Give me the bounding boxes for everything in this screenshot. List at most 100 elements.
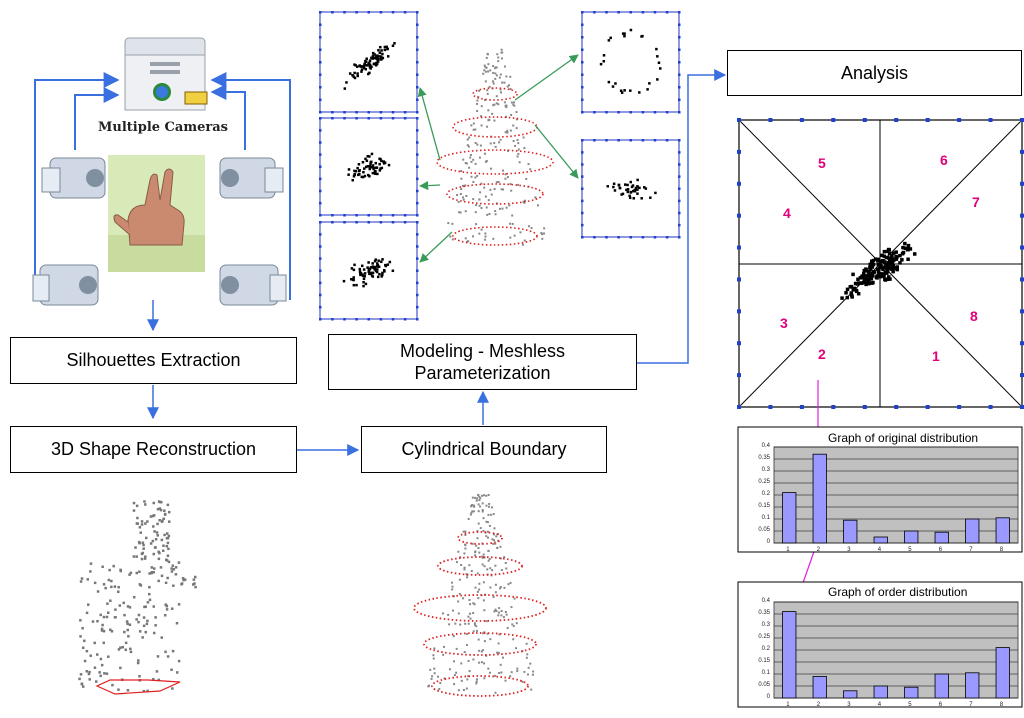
cloud-point — [152, 631, 156, 635]
cloud-point — [193, 582, 196, 585]
axis-tick-mark — [678, 111, 681, 114]
octant-point — [888, 277, 892, 281]
axis-tick-mark — [331, 214, 334, 217]
axis-tick-mark — [678, 73, 681, 76]
cloud-point — [152, 605, 156, 608]
cloud-point — [485, 520, 488, 523]
octant-point — [882, 249, 887, 254]
axis-tick-mark — [894, 118, 899, 122]
cloud-point — [505, 613, 508, 616]
bar-mark — [843, 519, 858, 544]
cloud-point — [144, 503, 147, 506]
cloud-point — [91, 620, 95, 623]
cloud-point — [483, 609, 486, 612]
scatter-point — [630, 185, 634, 189]
octant-point — [903, 246, 908, 251]
cloud-point — [137, 613, 141, 617]
cloud-point — [103, 672, 106, 675]
cloud-point — [486, 632, 489, 635]
scatter-point — [354, 170, 358, 173]
scatter-point — [373, 170, 377, 173]
scatter-point — [363, 62, 366, 66]
scatter-point — [362, 280, 365, 284]
axis-tick-mark — [319, 305, 322, 309]
cloud-point — [128, 573, 131, 576]
cloud-point — [492, 82, 495, 85]
octant-point — [865, 280, 870, 284]
scatter-point — [370, 152, 374, 156]
cloud-point — [123, 613, 126, 617]
octant-point — [869, 259, 874, 264]
axis-tick-mark — [581, 199, 584, 203]
axis-tick-mark — [416, 73, 419, 76]
cloud-point — [521, 680, 524, 683]
scatter-point — [365, 57, 368, 61]
axis-tick-mark — [617, 11, 620, 14]
x-tick-label: 8 — [999, 702, 1004, 708]
cloud-point — [477, 510, 480, 513]
axis-tick-mark — [1020, 181, 1024, 186]
octant-point — [864, 282, 868, 287]
camera-icon-top-left — [41, 157, 106, 199]
cloud-point — [501, 51, 504, 54]
cloud-point — [114, 616, 117, 619]
cloud-point — [143, 557, 147, 560]
cloud-point — [80, 577, 84, 580]
x-tick-label: 2 — [816, 547, 821, 553]
cloud-point — [135, 555, 138, 558]
cloud-point — [113, 585, 117, 588]
cloud-point — [181, 576, 185, 580]
scatter-point — [376, 55, 380, 59]
axis-tick-mark — [605, 236, 608, 239]
cloud-point — [487, 559, 490, 562]
axis-tick-mark — [355, 221, 358, 224]
cloud-point — [149, 515, 153, 518]
modeling-line-1: Modeling - Meshless — [399, 341, 566, 361]
scatter-point — [620, 193, 623, 196]
cloud-point — [132, 596, 136, 599]
cloud-point — [155, 670, 159, 673]
octant-point — [890, 262, 895, 266]
scatter-point — [374, 172, 377, 176]
octant-point — [884, 263, 888, 267]
scatter-point — [607, 80, 611, 84]
cloud-point — [466, 644, 469, 647]
axis-tick-mark — [403, 11, 407, 14]
axis-tick-mark — [416, 111, 419, 114]
cloud-point — [497, 651, 500, 654]
bar-mark — [934, 531, 949, 544]
axis-tick-mark — [581, 187, 584, 190]
cloud-point — [166, 503, 170, 507]
cloud-point — [512, 124, 515, 127]
cloud-point — [85, 649, 89, 653]
scatter-point — [379, 167, 382, 170]
scatter-point — [375, 166, 378, 169]
cloud-point — [455, 671, 458, 674]
cloud-point — [478, 551, 481, 554]
cloud-point — [167, 510, 171, 514]
cloud-point — [515, 622, 518, 625]
axis-tick-mark — [319, 61, 322, 64]
cloud-point — [488, 557, 491, 560]
cloud-point — [478, 156, 481, 159]
cloud-point — [117, 648, 121, 651]
scatter-point — [371, 166, 374, 169]
axis-tick-mark — [367, 11, 370, 14]
axis-tick-mark — [678, 61, 681, 64]
axis-tick-mark — [665, 139, 669, 142]
cloud-point — [504, 177, 507, 180]
cloud-point — [525, 177, 528, 180]
cloud-point — [500, 188, 503, 191]
cloud-point — [451, 609, 454, 612]
x-tick-label: 2 — [816, 702, 821, 708]
scatter-point — [364, 282, 368, 286]
scatter-point — [381, 258, 384, 261]
cloud-point — [165, 558, 168, 562]
cloud-point — [485, 535, 488, 538]
cloud-point — [453, 683, 456, 686]
axis-tick-mark — [665, 111, 669, 114]
cloud-point — [96, 619, 99, 623]
cylinder-point-cloud-bottom — [413, 493, 547, 697]
cloud-point — [498, 76, 501, 79]
cloud-point — [132, 509, 136, 512]
